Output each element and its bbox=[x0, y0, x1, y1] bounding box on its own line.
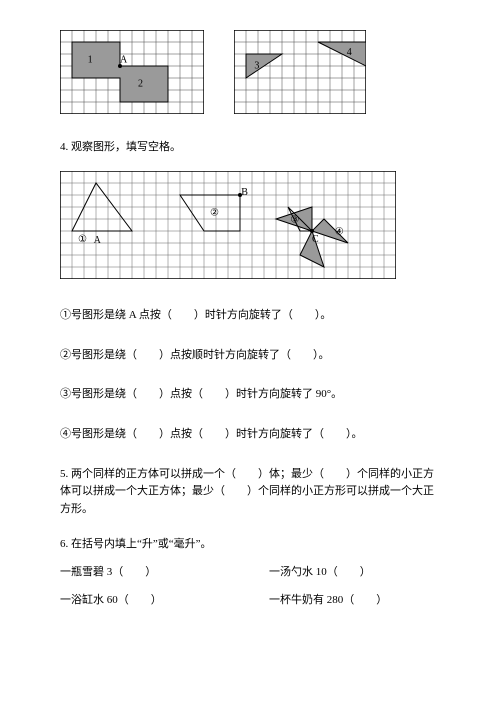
q6-item-left: 一浴缸水 60（ ） bbox=[60, 592, 269, 610]
question-6-items: 一瓶雪碧 3（ ） 一汤勺水 10（ ） 一浴缸水 60（ ） 一杯牛奶有 28… bbox=[60, 564, 440, 609]
svg-text:C: C bbox=[312, 233, 319, 244]
q6-row: 一浴缸水 60（ ） 一杯牛奶有 280（ ） bbox=[60, 592, 440, 610]
svg-text:A: A bbox=[120, 54, 128, 65]
svg-text:3: 3 bbox=[254, 60, 259, 71]
svg-text:②: ② bbox=[210, 207, 219, 218]
grid-figure-2: 34 bbox=[234, 30, 366, 114]
svg-text:A: A bbox=[94, 235, 102, 246]
sub-question-1: ①号图形是绕 A 点按（ ）时针方向旋转了（ ）。 bbox=[60, 307, 440, 325]
svg-text:2: 2 bbox=[138, 78, 143, 89]
question-4-title: 4. 观察图形，填写空格。 bbox=[60, 139, 440, 157]
sub-question-2: ②号图形是绕（ ）点按顺时针方向旋转了（ ）。 bbox=[60, 347, 440, 365]
grid-figure-1: 1 A 2 bbox=[60, 30, 204, 114]
svg-text:③: ③ bbox=[290, 214, 299, 225]
svg-text:B: B bbox=[241, 187, 248, 198]
svg-text:4: 4 bbox=[347, 47, 352, 58]
top-grid-figures: 1A2 34 bbox=[60, 30, 440, 114]
question-6-title: 6. 在括号内填上“升”或“毫升”。 bbox=[60, 536, 440, 554]
sub-question-4: ④号图形是绕（ ）点按（ ）时针方向旋转了（ ）。 bbox=[60, 426, 440, 444]
question-5: 5. 两个同样的正方体可以拼成一个（ ）体；最少（ ）个同样的小正方体可以拼成一… bbox=[60, 466, 440, 519]
q6-item-right: 一杯牛奶有 280（ ） bbox=[269, 592, 440, 610]
q6-row: 一瓶雪碧 3（ ） 一汤勺水 10（ ） bbox=[60, 564, 440, 582]
sub-question-3: ③号图形是绕（ ）点按（ ）时针方向旋转了 90°。 bbox=[60, 386, 440, 404]
q6-item-right: 一汤勺水 10（ ） bbox=[269, 564, 440, 582]
q6-item-left: 一瓶雪碧 3（ ） bbox=[60, 564, 269, 582]
svg-text:①: ① bbox=[78, 233, 87, 244]
grid-figure-3: ①A ② B ③ ④ C bbox=[60, 171, 440, 286]
svg-text:④: ④ bbox=[335, 226, 344, 237]
svg-text:1: 1 bbox=[88, 54, 93, 65]
